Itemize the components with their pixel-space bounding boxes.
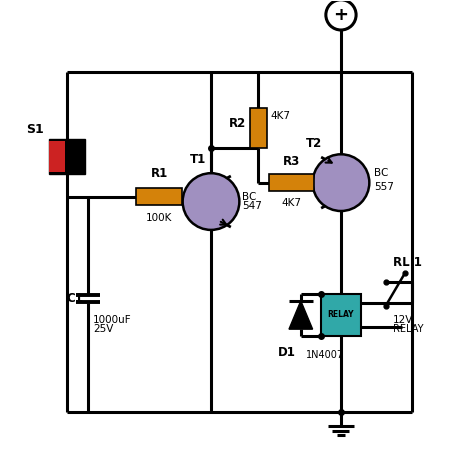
Text: 100K: 100K [146,213,172,223]
Text: RL 1: RL 1 [393,256,422,270]
Text: 4K7: 4K7 [282,198,301,208]
Text: R1: R1 [150,167,168,180]
Text: RELAY: RELAY [393,324,423,335]
Text: 1N4007: 1N4007 [306,350,344,360]
Bar [269,174,314,191]
Text: R3: R3 [283,155,300,167]
Text: BC: BC [242,192,256,202]
Text: 557: 557 [374,182,394,192]
Text: D1: D1 [278,346,296,359]
Circle shape [313,155,369,211]
Polygon shape [289,301,313,329]
Text: BC: BC [374,168,388,178]
Circle shape [326,0,356,30]
Text: 25V: 25V [93,324,113,335]
Text: RELAY: RELAY [328,310,354,319]
Text: T2: T2 [306,137,322,150]
Text: 1000uF: 1000uF [93,315,131,325]
Text: +: + [334,6,348,24]
Text: 12V: 12V [393,315,413,325]
Text: C1: C1 [66,292,83,305]
Text: R2: R2 [229,117,246,130]
Bar [49,141,65,172]
Bar [137,188,182,205]
Bar [49,139,85,174]
Bar [250,109,267,148]
Text: 547: 547 [242,201,262,211]
Text: T1: T1 [190,153,206,166]
Text: 4K7: 4K7 [270,111,290,121]
Circle shape [182,173,239,230]
Bar [321,294,361,336]
Text: S1: S1 [27,123,44,136]
